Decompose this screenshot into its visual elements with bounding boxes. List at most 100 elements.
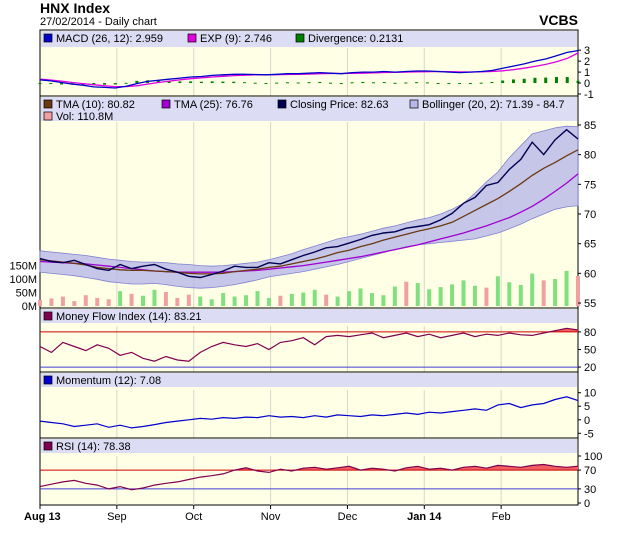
macd-divergence-bar	[479, 82, 483, 84]
x-axis-tick-label-5: Jan 14	[407, 511, 442, 523]
momentum-panel-legend-label-0: Momentum (12): 7.08	[56, 375, 161, 387]
volume-bar	[255, 291, 260, 306]
mfi-panel-axis-tick-label-1: 50	[584, 344, 596, 356]
volume-bar	[472, 285, 477, 306]
price-panel-legend-swatch-3	[409, 99, 419, 109]
macd-divergence-bar	[103, 83, 107, 85]
volume-bar	[564, 270, 569, 306]
volume-bar	[427, 289, 432, 306]
volume-bar	[129, 293, 134, 306]
volume-tick-label-3: 0M	[22, 301, 37, 313]
macd-divergence-bar	[113, 83, 117, 85]
indicator-panels: MACD (26, 12): 2.959 EXP (9): 2.746 Diverg…	[9, 29, 602, 510]
volume-bar	[553, 279, 558, 306]
volume-bar	[278, 295, 283, 306]
macd-divergence-bar	[38, 83, 42, 85]
momentum-panel-axis-tick-label-2: 0	[584, 415, 590, 427]
momentum-panel-axis-tick-label-0: 10	[584, 388, 596, 400]
macd-divergence-bar	[296, 82, 300, 84]
x-axis-tick-label-6: Feb	[492, 511, 511, 523]
volume-bar	[335, 296, 340, 306]
macd-divergence-bar	[178, 81, 182, 84]
volume-bar	[141, 295, 146, 306]
macd-divergence-bar	[425, 82, 429, 84]
tma10-line	[39, 149, 579, 275]
macd-divergence-bar	[447, 83, 451, 85]
volume-bar	[484, 287, 489, 306]
macd-divergence-bar	[565, 77, 569, 84]
volume-bar	[518, 284, 523, 306]
volume-bar	[450, 284, 455, 306]
price-axis-tick-label-4: 65	[584, 239, 596, 251]
volume-bar	[118, 291, 123, 306]
macd-divergence-bar	[329, 82, 333, 84]
macd-divergence-bar	[60, 83, 64, 85]
volume-bar	[175, 297, 180, 306]
macd-panel-legend-label-0: MACD (26, 12): 2.959	[56, 33, 163, 45]
volume-bar	[438, 287, 443, 306]
macd-divergence-bar	[533, 77, 537, 84]
x-axis: Aug 13 Sep Oct Nov Dec Jan 14 Feb	[24, 505, 511, 523]
price-axis-tick-label-6: 55	[584, 298, 596, 310]
macd-divergence-bar	[318, 81, 322, 84]
x-axis-tick-label-4: Dec	[338, 511, 358, 523]
macd-divergence-bar	[232, 81, 236, 84]
macd-divergence-bar	[275, 82, 279, 84]
macd-divergence-bar	[189, 81, 193, 84]
macd-divergence-bar	[393, 82, 397, 84]
volume-bar	[106, 299, 111, 306]
volume-bar	[312, 289, 317, 306]
macd-axis-tick-label-1: 2	[584, 56, 590, 68]
price-axis-tick-label-1: 80	[584, 150, 596, 162]
volume-bar	[221, 293, 226, 306]
macd-line	[39, 49, 579, 89]
macd-panel-legend-swatch-2	[295, 33, 305, 43]
volume-bar	[301, 292, 306, 306]
price-panel-legend-label-0: TMA (10): 80.82	[56, 99, 135, 111]
macd-divergence-bar	[554, 77, 558, 84]
volume-bar	[38, 300, 42, 306]
price-axis-tick-label-0: 85	[584, 120, 596, 132]
mfi-panel-legend-label-0: Money Flow Index (14): 83.21	[56, 311, 202, 323]
macd-exp-line	[39, 52, 579, 88]
volume-bar	[72, 301, 77, 306]
macd-axis-tick-label-0: 3	[584, 45, 590, 57]
x-axis-tick-label-1: Sep	[107, 511, 127, 523]
rsi-panel-line	[39, 463, 579, 491]
price-panel-legend-swatch-0	[43, 99, 53, 109]
rsi-panel-legend-swatch-0	[43, 441, 53, 451]
volume-bar	[163, 291, 168, 306]
price-panel-legend-swatch-2	[277, 99, 287, 109]
closing-price-line	[39, 128, 579, 279]
macd-divergence-bar	[490, 81, 494, 84]
macd-divergence-bar	[124, 82, 128, 84]
price-axis-tick-label-3: 70	[584, 209, 596, 221]
x-axis-tick-label-2: Oct	[185, 511, 202, 523]
volume-bar	[83, 295, 88, 306]
momentum-panel-line	[39, 396, 579, 429]
volume-bar	[381, 295, 386, 306]
macd-divergence-bar	[264, 83, 268, 85]
macd-divergence-bar	[49, 83, 53, 85]
macd-panel-legend-label-1: EXP (9): 2.746	[200, 33, 272, 45]
price-panel-legend-label-1: TMA (25): 76.76	[174, 99, 253, 111]
macd-divergence-bar	[199, 81, 203, 84]
volume-bar	[576, 276, 580, 306]
price-panel-legend-swatch-1	[161, 99, 171, 109]
macd-divergence-bar	[436, 83, 440, 85]
volume-bar	[289, 293, 294, 306]
price-panel-legend-swatch-4	[43, 111, 53, 121]
rsi-panel-axis-tick-label-2: 30	[584, 484, 596, 496]
macd-divergence-bar	[167, 81, 171, 84]
macd-panel-legend-label-2: Divergence: 0.2131	[308, 33, 403, 45]
rsi-panel-axis-tick-label-1: 70	[584, 465, 596, 477]
price-axis-tick-label-5: 60	[584, 268, 596, 280]
macd-divergence-bar	[361, 81, 365, 84]
macd-divergence-bar	[285, 82, 289, 84]
macd-divergence-bar	[253, 82, 257, 84]
x-axis-tick-label-3: Nov	[261, 511, 281, 523]
bollinger-band	[39, 125, 579, 289]
chart-title: HNX Index	[40, 0, 110, 16]
volume-bar	[152, 289, 157, 306]
volume-bar	[324, 294, 329, 306]
